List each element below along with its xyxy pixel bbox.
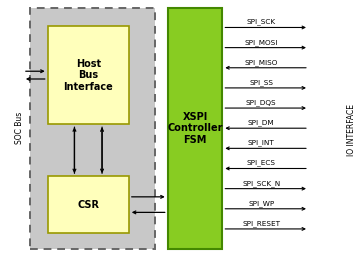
Text: SPI_MOSI: SPI_MOSI: [245, 39, 278, 46]
Text: CSR: CSR: [77, 200, 99, 210]
Text: IO INTERFACE: IO INTERFACE: [347, 104, 353, 155]
Text: Host
Bus
Interface: Host Bus Interface: [64, 59, 113, 92]
Bar: [48, 26, 129, 124]
Text: SPI_SCK_N: SPI_SCK_N: [242, 180, 280, 186]
Text: XSPI
Controller
FSM: XSPI Controller FSM: [167, 112, 223, 145]
Text: SPI_MISO: SPI_MISO: [245, 59, 278, 66]
Text: SPI_SCK: SPI_SCK: [247, 19, 276, 25]
Text: SOC Bus: SOC Bus: [15, 112, 24, 144]
Bar: [168, 8, 222, 249]
Text: SPI_SS: SPI_SS: [249, 79, 273, 86]
Text: SPI_WP: SPI_WP: [248, 200, 274, 207]
Text: SPI_DM: SPI_DM: [248, 119, 275, 126]
Text: SPI_RESET: SPI_RESET: [242, 220, 280, 227]
Bar: [30, 8, 155, 249]
Text: SPI_ECS: SPI_ECS: [247, 160, 276, 167]
Bar: [48, 176, 129, 233]
Text: SPI_INT: SPI_INT: [248, 140, 275, 146]
Text: SPI_DQS: SPI_DQS: [246, 99, 277, 106]
